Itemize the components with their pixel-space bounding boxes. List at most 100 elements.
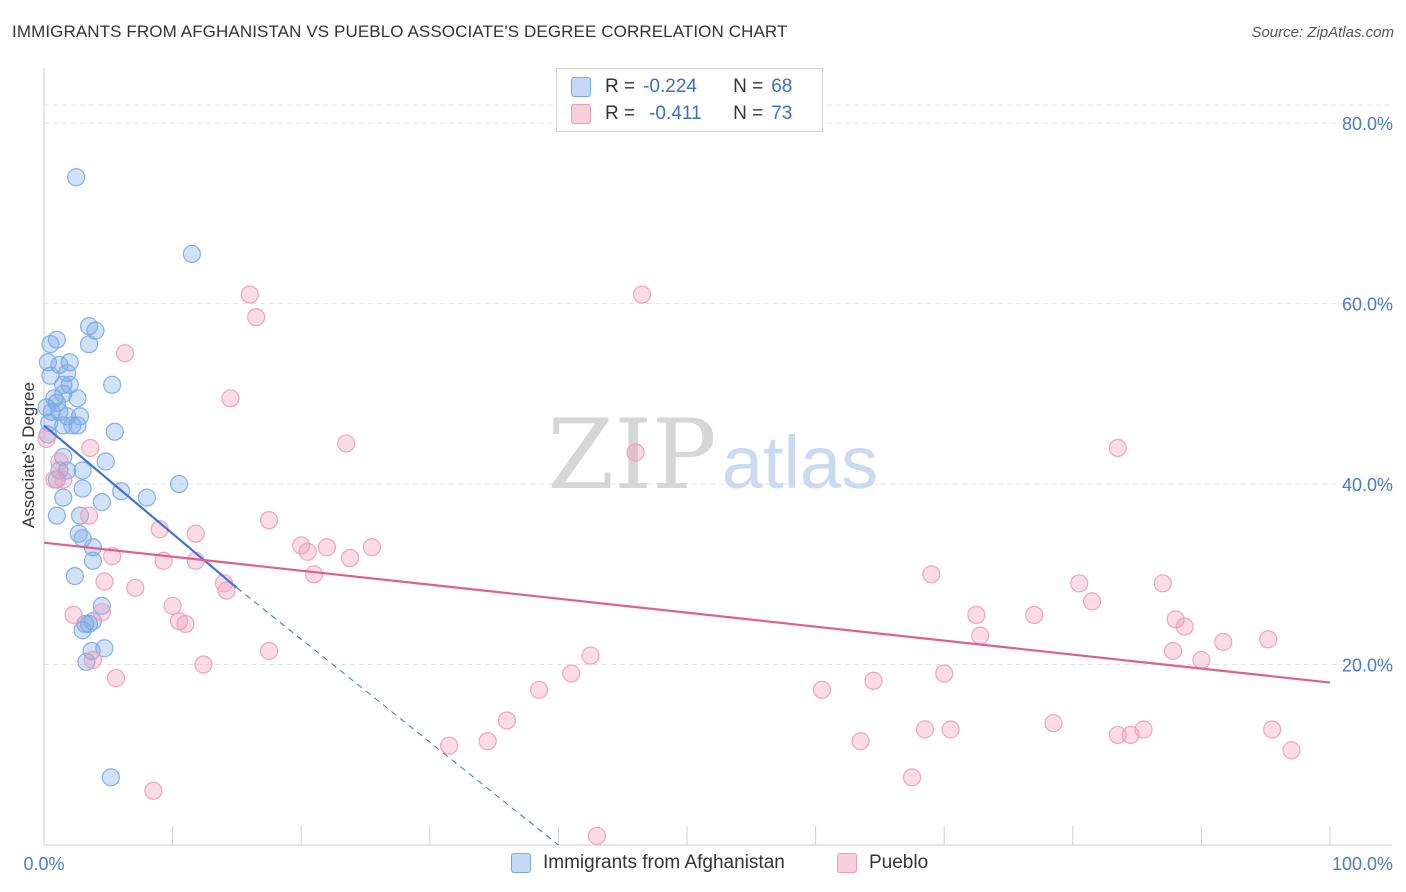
y-tick-label: 20.0% bbox=[1342, 656, 1393, 676]
scatter-point bbox=[176, 614, 195, 634]
scatter-point bbox=[79, 506, 99, 525]
scatter-point bbox=[221, 389, 240, 408]
scatter-point bbox=[632, 285, 652, 304]
scatter-point bbox=[68, 389, 87, 408]
scatter-point bbox=[194, 655, 213, 674]
scatter-point bbox=[101, 768, 120, 787]
scatter-point bbox=[137, 488, 156, 507]
y-tick-label: 60.0% bbox=[1342, 295, 1393, 315]
scatter-point bbox=[63, 416, 82, 435]
scatter-point bbox=[922, 565, 941, 584]
scatter-point bbox=[54, 470, 73, 489]
trend-line bbox=[43, 424, 238, 589]
scatter-point bbox=[79, 335, 99, 354]
bottom-legend-afghanistan: Immigrants from Afghanistan bbox=[511, 852, 785, 874]
scatter-point bbox=[95, 572, 114, 591]
scatter-point bbox=[64, 605, 83, 625]
scatter-point bbox=[812, 680, 832, 699]
scatter-point bbox=[73, 621, 92, 640]
scatter-point bbox=[60, 375, 79, 394]
scatter-point bbox=[50, 452, 69, 471]
y-tick-label: 40.0% bbox=[1342, 475, 1393, 495]
stats-legend: R = -0.224 N = 68 R = -0.411 N = 73 bbox=[556, 68, 823, 132]
legend-swatch-afghanistan bbox=[571, 77, 591, 97]
scatter-point bbox=[1192, 650, 1211, 670]
scatter-point bbox=[83, 650, 102, 670]
chart-source: Source: ZipAtlas.com bbox=[1251, 24, 1394, 41]
x-tick-labels: 0.0% 100.0% bbox=[23, 854, 1393, 874]
scatter-point bbox=[1164, 641, 1183, 661]
scatter-point bbox=[864, 671, 883, 690]
series-afghanistan-points bbox=[37, 168, 201, 787]
legend-n-label: N = bbox=[733, 103, 764, 124]
legend-n-value-afghanistan: 68 bbox=[771, 76, 793, 97]
chart-title: IMMIGRANTS FROM AFGHANISTAN VS PUEBLO AS… bbox=[12, 22, 788, 41]
scatter-point bbox=[217, 581, 236, 600]
legend-n-value-pueblo: 73 bbox=[771, 103, 793, 124]
scatter-point bbox=[92, 603, 111, 622]
scatter-point bbox=[1070, 574, 1089, 593]
scatter-point bbox=[126, 578, 145, 597]
y-tick-labels: 20.0% 40.0% 60.0% 80.0% bbox=[1342, 114, 1393, 675]
scatter-point bbox=[478, 732, 497, 751]
scatter-point bbox=[58, 363, 77, 383]
scatter-point bbox=[581, 646, 600, 665]
legend-r-label: R = bbox=[605, 76, 636, 97]
legend-r-label: R = bbox=[605, 103, 636, 124]
scatter-point bbox=[54, 384, 73, 403]
legend-n-label: N = bbox=[733, 76, 764, 97]
scatter-point bbox=[259, 641, 279, 661]
scatter-point bbox=[83, 551, 102, 570]
scatter-point bbox=[1214, 632, 1233, 652]
scatter-point bbox=[626, 443, 645, 462]
scatter-point bbox=[47, 506, 66, 525]
watermark-atlas: atlas bbox=[722, 421, 878, 504]
scatter-point bbox=[1082, 592, 1102, 611]
legend-row-pueblo: R = -0.411 N = 73 bbox=[571, 102, 792, 126]
scatter-point bbox=[37, 429, 56, 449]
axes bbox=[43, 68, 1392, 846]
scatter-point bbox=[169, 474, 189, 494]
scatter-point bbox=[1259, 630, 1278, 649]
scatter-point bbox=[67, 168, 86, 187]
scatter-point bbox=[82, 641, 101, 661]
scatter-point bbox=[439, 736, 459, 755]
scatter-point bbox=[1044, 714, 1063, 733]
trend-line bbox=[43, 541, 1331, 684]
scatter-point bbox=[1282, 741, 1301, 760]
scatter-point bbox=[92, 596, 111, 615]
scatter-point bbox=[1108, 438, 1127, 458]
y-axis-label: Associate's Degree bbox=[19, 382, 38, 528]
scatter-point bbox=[73, 479, 92, 498]
scatter-point bbox=[1153, 574, 1172, 593]
scatter-point bbox=[337, 434, 356, 453]
scatter-point bbox=[103, 375, 122, 394]
x-tick-label-max: 100.0% bbox=[1332, 854, 1393, 874]
scatter-point bbox=[1025, 605, 1044, 625]
scatter-point bbox=[105, 422, 124, 441]
scatter-point bbox=[182, 244, 201, 264]
bottom-legend-swatch-pueblo bbox=[837, 853, 857, 873]
series-pueblo-points bbox=[37, 285, 1301, 846]
scatter-point bbox=[247, 308, 266, 327]
scatter-point bbox=[530, 680, 549, 699]
scatter-point bbox=[1263, 720, 1282, 739]
bottom-legend-pueblo: Pueblo bbox=[837, 852, 928, 874]
scatter-point bbox=[58, 407, 77, 426]
grid-lines bbox=[44, 104, 1392, 666]
bottom-legend-swatch-afghanistan bbox=[511, 853, 531, 873]
scatter-point bbox=[240, 285, 259, 304]
scatter-point bbox=[92, 493, 111, 512]
scatter-point bbox=[259, 511, 279, 530]
x-tick-label-min: 0.0% bbox=[23, 854, 64, 874]
watermark-zip: ZIP bbox=[547, 399, 716, 511]
watermark: ZIP atlas bbox=[547, 399, 878, 511]
legend-r-value-afghanistan: -0.224 bbox=[643, 76, 697, 97]
trend-lines bbox=[43, 424, 1331, 846]
scatter-point bbox=[971, 626, 990, 645]
scatter-point bbox=[587, 826, 607, 846]
scatter-point bbox=[65, 566, 84, 586]
scatter-point bbox=[915, 720, 935, 739]
scatter-point bbox=[497, 711, 517, 730]
